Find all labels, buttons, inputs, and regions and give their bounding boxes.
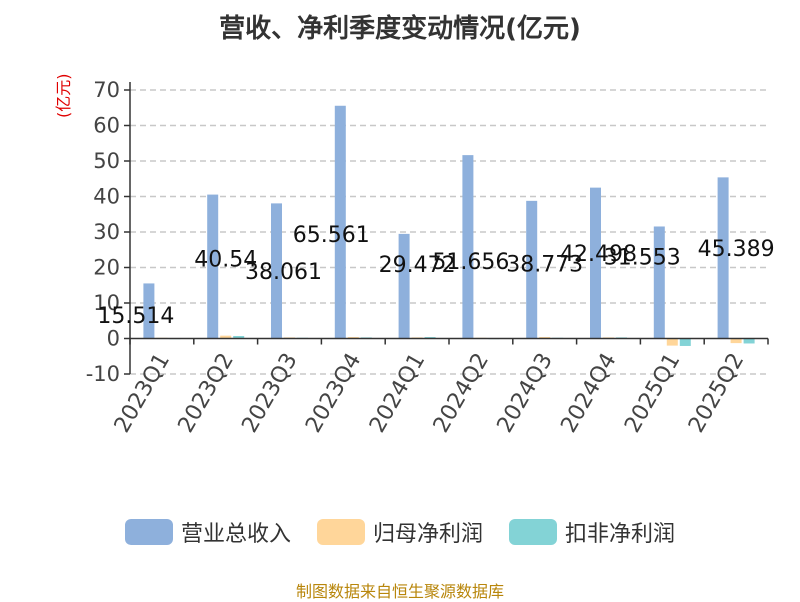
x-tick-label: 2025Q1 <box>620 349 685 437</box>
bar-non-gaap-profit <box>679 338 691 346</box>
data-source-note: 制图数据来自恒生聚源数据库 <box>295 582 504 601</box>
y-tick-label: 20 <box>93 256 120 280</box>
data-label-revenue: 38.773 <box>506 253 583 278</box>
legend-item-net-profit[interactable]: 归母净利润 <box>316 516 483 548</box>
bar-revenue <box>717 177 729 339</box>
bar-revenue <box>526 200 538 339</box>
bar-non-gaap-profit <box>233 336 245 339</box>
legend-label-revenue: 营业总收入 <box>180 522 291 547</box>
data-label-revenue: 15.514 <box>97 304 174 329</box>
bar-net-profit <box>730 338 742 344</box>
x-tick-label: 2024Q1 <box>365 349 430 437</box>
legend-item-non-gaap-profit[interactable]: 扣非净利润 <box>509 516 675 548</box>
data-label-revenue: 29.472 <box>379 253 456 278</box>
bar-revenue <box>143 283 155 339</box>
bar-revenue <box>207 194 219 339</box>
legend-item-revenue[interactable]: 营业总收入 <box>124 516 291 548</box>
bar-net-profit <box>220 335 232 339</box>
y-tick-label: 10 <box>93 291 120 315</box>
legend-label-net-profit: 归母净利润 <box>372 522 483 547</box>
legend-swatch-net-profit <box>316 519 365 545</box>
data-label-revenue: 51.656 <box>432 250 509 275</box>
x-tick-label: 2024Q4 <box>556 349 621 437</box>
y-tick-label: -10 <box>86 362 120 386</box>
data-label-revenue: 65.561 <box>293 223 370 248</box>
x-tick-label: 2025Q2 <box>684 349 749 437</box>
y-tick-label: 60 <box>93 114 120 138</box>
y-tick-label: 40 <box>93 185 120 209</box>
bar-net-profit <box>666 338 678 346</box>
bar-non-gaap-profit <box>743 338 755 344</box>
data-label-revenue: 31.553 <box>604 245 681 270</box>
x-tick-label: 2023Q4 <box>301 349 366 437</box>
bar-revenue <box>398 233 410 339</box>
x-tick-label: 2024Q3 <box>493 349 558 437</box>
data-label-revenue: 40.54 <box>194 248 257 273</box>
legend: 营业总收入 归母净利润 扣非净利润 <box>0 516 800 548</box>
chart-title: 营收、净利季度变动情况(亿元) <box>219 14 581 44</box>
y-tick-label: 30 <box>93 220 120 244</box>
bar-revenue <box>462 155 474 339</box>
x-tick-label: 2023Q3 <box>237 349 302 437</box>
bar-revenue <box>334 105 346 339</box>
x-tick-label: 2024Q2 <box>429 349 494 437</box>
legend-label-non-gaap-profit: 扣非净利润 <box>565 522 676 547</box>
x-tick-label: 2023Q2 <box>174 349 239 437</box>
bar-revenue <box>653 226 665 339</box>
y-tick-label: 50 <box>93 149 120 173</box>
data-label-revenue: 38.061 <box>245 260 322 285</box>
legend-swatch-revenue <box>124 519 173 545</box>
bar-revenue <box>271 203 282 339</box>
data-label-revenue: 45.389 <box>698 237 775 262</box>
y-tick-label: 70 <box>93 78 120 102</box>
legend-swatch-non-gaap-profit <box>509 519 557 545</box>
y-tick-label: 0 <box>107 327 120 351</box>
data-label-revenue: 42.498 <box>560 242 637 267</box>
bar-revenue <box>590 187 601 339</box>
